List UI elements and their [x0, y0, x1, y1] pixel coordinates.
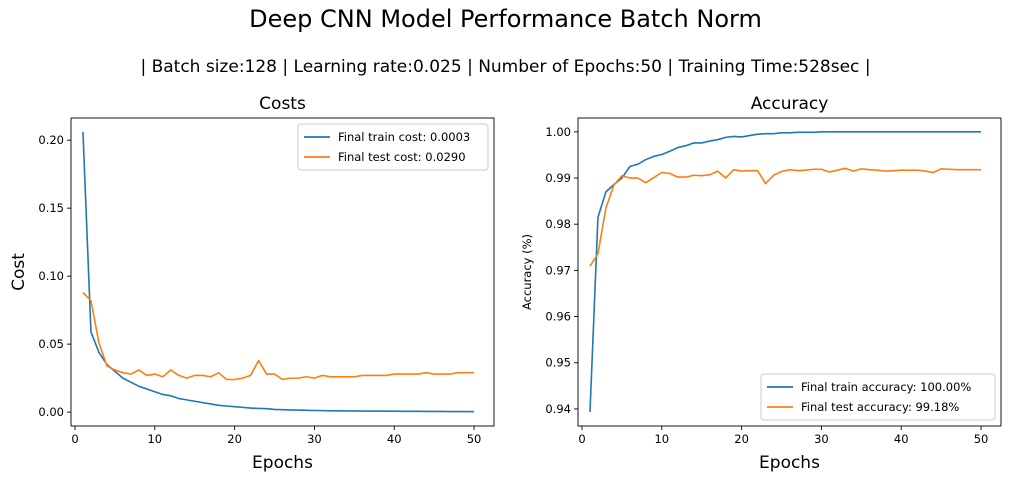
accuracy-legend-label-test: Final test accuracy: 99.18%	[801, 400, 959, 414]
accuracy-y-tick-label: 0.94	[545, 402, 571, 416]
costs-x-tick-label: 30	[307, 432, 322, 446]
accuracy-y-tick-label: 0.95	[545, 356, 571, 370]
costs-x-axis-label: Epochs	[252, 453, 313, 473]
costs-x-tick-label: 40	[387, 432, 402, 446]
costs-legend-label-train: Final train cost: 0.0003	[338, 130, 470, 144]
accuracy-series-train-line	[589, 131, 982, 413]
costs-y-axis-label: Cost	[9, 253, 29, 291]
costs-y-tick-label: 0.05	[38, 337, 64, 351]
accuracy-y-tick-label: 1.00	[545, 125, 571, 139]
accuracy-x-tick-label: 50	[974, 432, 989, 446]
accuracy-x-tick-label: 30	[814, 432, 829, 446]
accuracy-series-test-line	[589, 167, 982, 267]
accuracy-y-tick-label: 0.98	[545, 217, 571, 231]
costs-y-tick-label: 0.20	[38, 133, 64, 147]
accuracy-y-axis-label: Accuracy (%)	[520, 234, 534, 310]
costs-x-tick-label: 10	[147, 432, 162, 446]
costs-plot-area: 0 10 20 30 40 50 0.00 0.05 0.10 0.15 0.20 Final tra…	[38, 117, 495, 446]
costs-title: Costs	[259, 94, 306, 114]
costs-x-tick-label: 20	[227, 432, 242, 446]
accuracy-x-axis-label: Epochs	[759, 453, 820, 473]
accuracy-y-tick-label: 0.96	[545, 310, 571, 324]
costs-x-tick-label: 50	[467, 432, 482, 446]
costs-y-tick-label: 0.10	[38, 269, 64, 283]
accuracy-y-tick-label: 0.97	[545, 263, 571, 277]
costs-axes-frame	[70, 117, 495, 427]
accuracy-x-tick-label: 40	[894, 432, 909, 446]
costs-legend-label-test: Final test cost: 0.0290	[338, 150, 466, 164]
accuracy-panel: Accuracy Epochs Accuracy (%) 0 10 20 30 40 50…	[520, 94, 1002, 473]
costs-series-test-line	[82, 291, 475, 381]
accuracy-legend: Final train accuracy: 100.00% Final test …	[760, 373, 996, 421]
accuracy-x-tick-label: 0	[578, 432, 585, 446]
accuracy-y-tick-label: 0.99	[545, 171, 571, 185]
costs-y-tick-label: 0.15	[38, 201, 64, 215]
figure-subtitle: | Batch size:128 | Learning rate:0.025 |…	[140, 57, 871, 77]
accuracy-x-tick-label: 10	[654, 432, 669, 446]
accuracy-plot-area: 0 10 20 30 40 50 0.94 0.95 0.96 0.97 0.98 0.99 1.00 F…	[545, 117, 1002, 446]
accuracy-axes-frame	[577, 117, 1002, 427]
accuracy-x-tick-label: 20	[734, 432, 749, 446]
costs-legend: Final train cost: 0.0003 Final test cost:…	[297, 123, 489, 171]
costs-y-tick-label: 0.00	[38, 405, 64, 419]
figure-title: Deep CNN Model Performance Batch Norm	[249, 5, 762, 33]
costs-panel: Costs Epochs Cost 0 10 20 30 40 50 0.00 0.05 0.1…	[9, 94, 495, 473]
accuracy-title: Accuracy	[751, 94, 829, 114]
accuracy-legend-label-train: Final train accuracy: 100.00%	[801, 380, 971, 394]
costs-x-tick-label: 0	[71, 432, 78, 446]
costs-series-train-line	[82, 131, 475, 413]
